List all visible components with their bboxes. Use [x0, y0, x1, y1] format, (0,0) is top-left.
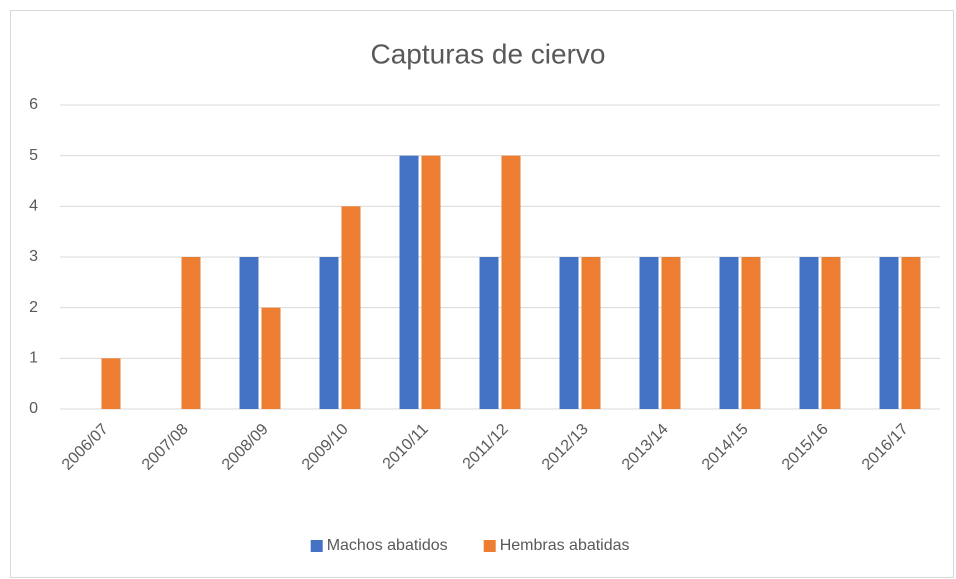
bar: [821, 257, 841, 409]
bar: [421, 155, 441, 409]
bar: [261, 307, 281, 409]
bar: [559, 257, 579, 409]
bar: [879, 257, 899, 409]
y-tick-label: 2: [29, 299, 38, 316]
y-tick-label: 4: [29, 198, 38, 215]
bar: [239, 257, 259, 409]
bar: [479, 257, 499, 409]
y-tick-label: 1: [29, 350, 38, 367]
bar: [181, 257, 201, 409]
y-tick-label: 6: [29, 96, 38, 113]
bar: [719, 257, 739, 409]
bar: [799, 257, 819, 409]
bar: [319, 257, 339, 409]
legend-label: Machos abatidos: [327, 537, 448, 554]
legend-swatch: [483, 540, 496, 552]
bar: [399, 155, 419, 409]
legend-label: Hembras abatidas: [500, 537, 630, 554]
bar: [581, 257, 601, 409]
bar: [101, 358, 121, 409]
bar: [501, 155, 521, 409]
legend-swatch: [310, 540, 323, 552]
bar: [341, 206, 361, 409]
y-tick-label: 3: [29, 248, 38, 265]
y-tick-label: 0: [29, 400, 38, 417]
chart-title: Capturas de ciervo: [370, 38, 605, 69]
y-tick-label: 5: [29, 147, 38, 164]
bar: [901, 257, 921, 409]
bar: [639, 257, 659, 409]
bar: [741, 257, 761, 409]
bar: [661, 257, 681, 409]
